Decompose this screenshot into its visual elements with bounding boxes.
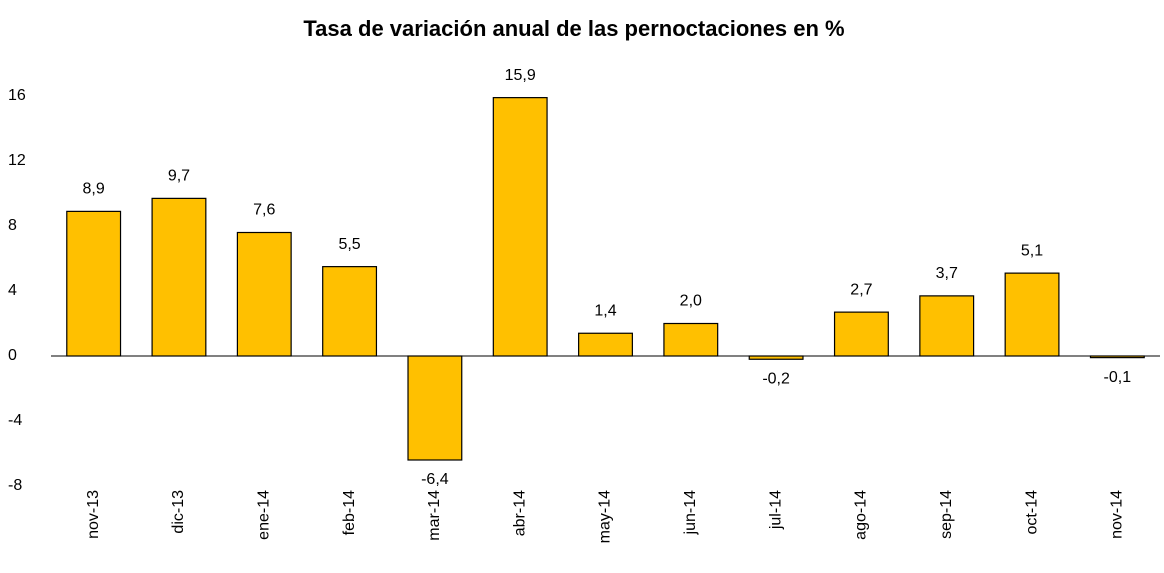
y-tick-label: 4	[8, 282, 17, 299]
value-label: 2,7	[850, 281, 872, 298]
chart-title: Tasa de variación anual de las pernoctac…	[303, 16, 844, 41]
value-label: 3,7	[936, 265, 958, 282]
value-label: -0,1	[1104, 369, 1132, 386]
value-label: 8,9	[83, 181, 105, 198]
value-label: 1,4	[594, 302, 616, 319]
bar	[151, 197, 207, 357]
y-tick-label: 8	[8, 217, 17, 234]
bar	[1004, 272, 1060, 357]
x-tick-label: jun-14	[682, 490, 699, 536]
y-tick-label: -4	[8, 412, 22, 429]
value-label: 5,1	[1021, 242, 1043, 259]
bar	[919, 295, 975, 357]
value-label: 5,5	[338, 236, 360, 253]
value-label: 7,6	[253, 202, 275, 219]
y-tick-label: -8	[8, 477, 22, 494]
x-tick-label: dic-13	[170, 490, 187, 534]
x-tick-label: may-14	[597, 490, 614, 543]
x-tick-label: nov-14	[1109, 490, 1126, 539]
bar	[236, 231, 292, 357]
bar	[578, 332, 633, 357]
x-tick-label: nov-13	[85, 490, 102, 539]
value-label: -0,2	[762, 370, 790, 387]
x-tick-label: oct-14	[1023, 490, 1040, 535]
bar	[322, 266, 378, 357]
x-tick-label: mar-14	[426, 490, 443, 541]
bar	[833, 311, 889, 357]
x-tick-label: ene-14	[255, 490, 272, 540]
bar	[407, 355, 463, 461]
x-tick-label: feb-14	[341, 490, 358, 535]
x-tick-label: sep-14	[938, 490, 955, 539]
y-tick-label: 16	[8, 87, 26, 104]
x-tick-label: ago-14	[853, 490, 870, 540]
value-label: 2,0	[680, 293, 702, 310]
value-label: -6,4	[421, 471, 449, 488]
value-label: 9,7	[168, 168, 190, 185]
bar	[66, 210, 122, 357]
value-label: 15,9	[505, 67, 536, 84]
y-tick-label: 12	[8, 152, 26, 169]
bar	[663, 322, 719, 357]
bar	[492, 97, 548, 357]
x-tick-label: abr-14	[511, 490, 528, 536]
x-tick-label: jul-14	[767, 490, 784, 530]
y-tick-label: 0	[8, 347, 17, 364]
